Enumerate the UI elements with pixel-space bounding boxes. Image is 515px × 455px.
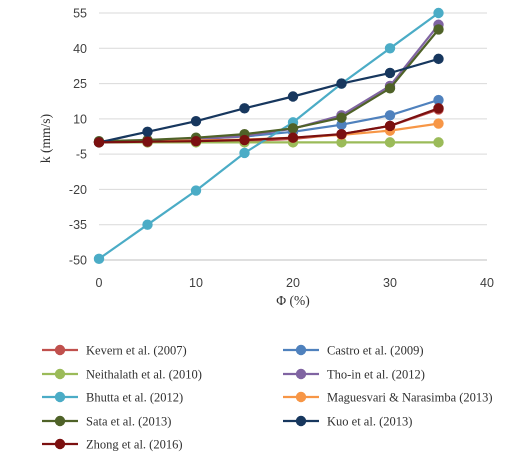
data-point [384,110,396,121]
data-point [142,219,153,230]
data-point [287,123,299,134]
legend-item: Maguesvari & Narasimba (2013) [283,391,493,405]
data-point [384,83,396,94]
legend-label: Maguesvari & Narasimba (2013) [327,391,493,405]
data-point [433,53,444,65]
tick-labels: 55 40 25 10 -5 -20 -35 -50 0 10 20 30 40 [69,7,494,291]
series-layer [93,7,444,265]
data-point [239,147,250,159]
legend-swatch-marker [54,391,66,403]
data-point [190,116,202,127]
legend-swatch-marker [54,415,66,427]
data-point [433,94,444,106]
gridlines [99,12,487,226]
data-point [433,118,444,129]
legend-item: Sata et al. (2013) [42,415,171,429]
data-point [287,91,299,102]
x-tick-label: 0 [96,276,103,290]
legend-swatch-marker [295,344,307,356]
data-point [93,253,105,265]
data-point [336,112,347,123]
legend-label: Bhutta et al. (2012) [86,391,183,405]
legend-item: Kuo et al. (2013) [283,415,412,429]
data-point [336,78,347,89]
y-tick-label: 10 [73,112,87,126]
legend-item: Bhutta et al. (2012) [42,391,183,405]
y-axis-title: k (mm/s) [38,114,53,163]
data-point [384,67,396,79]
y-tick-label: 55 [73,7,87,21]
y-tick-label: -20 [69,183,87,197]
data-point [142,126,153,137]
x-tick-label: 10 [189,276,203,290]
legend-item: Castro et al. (2009) [283,344,424,358]
legend-item: Kevern et al. (2007) [42,344,187,358]
legend-swatch-marker [295,368,307,380]
data-point [190,136,202,147]
data-point [190,185,202,196]
data-point [239,134,250,146]
series-line [98,57,439,144]
legend: Kevern et al. (2007) Castro et al. (2009)… [42,344,493,452]
legend-swatch-marker [54,344,66,356]
data-point [384,120,396,132]
legend-swatch-marker [54,368,66,380]
y-tick-label: -5 [76,148,87,162]
series-line [98,28,440,143]
data-point [433,137,444,148]
legend-swatch-marker [54,438,66,450]
y-tick-label: -35 [69,218,87,232]
x-tick-label: 20 [286,276,300,290]
y-tick-label: 25 [73,77,87,91]
data-point [239,103,250,114]
legend-label: Kevern et al. (2007) [86,344,187,358]
data-point [336,128,347,140]
data-point [93,137,105,148]
x-axis-title: Φ (%) [276,293,309,308]
data-point [433,103,444,114]
y-tick-label: 40 [73,42,87,56]
legend-label: Zhong et al. (2016) [86,438,183,452]
series-8 [93,103,444,148]
legend-label: Castro et al. (2009) [327,344,424,358]
legend-swatch-marker [295,391,307,403]
data-point [384,43,396,54]
data-point [384,137,396,148]
x-tick-label: 30 [383,276,397,290]
data-point [336,137,347,148]
legend-item: Tho-in et al. (2012) [283,368,425,382]
data-point [433,7,444,19]
legend-label: Kuo et al. (2013) [327,415,412,429]
legend-item: Neithalath et al. (2010) [42,368,202,382]
series-line [98,107,439,144]
y-tick-label: -50 [69,254,87,268]
legend-label: Tho-in et al. (2012) [327,368,425,382]
data-point [287,132,299,143]
x-tick-label: 40 [480,276,494,290]
legend-swatch-marker [295,415,307,427]
legend-label: Neithalath et al. (2010) [86,368,202,382]
legend-label: Sata et al. (2013) [86,415,171,429]
legend-item: Zhong et al. (2016) [42,438,183,452]
data-point [142,136,153,147]
data-point [433,24,444,35]
